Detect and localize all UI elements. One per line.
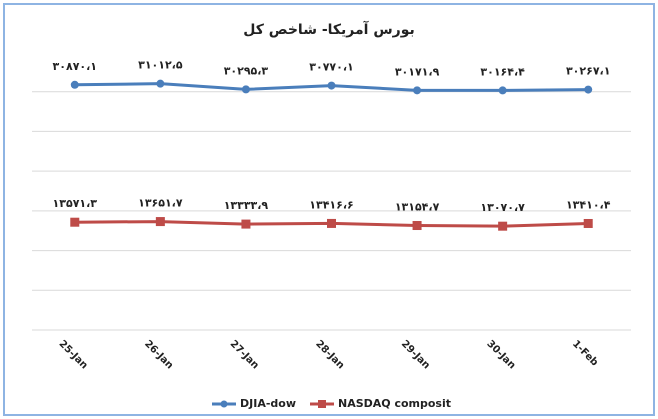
data-label: ۱۳۱۵۴،۷ (395, 201, 440, 214)
point (241, 85, 250, 94)
point (156, 79, 165, 88)
point (412, 221, 422, 231)
point (498, 221, 508, 231)
legend-marker (220, 400, 228, 408)
legend-label: DJIA-dow (240, 397, 296, 410)
data-label: ۱۳۴۱۶،۶ (309, 198, 353, 211)
data-label: ۱۳۰۷۰،۷ (480, 201, 525, 214)
data-label: ۳۰۲۶۷،۱ (566, 65, 610, 78)
data-label: ۳۰۱۶۴،۴ (480, 65, 525, 78)
point (327, 218, 336, 228)
data-label: ۳۰۷۷۰،۱ (309, 61, 353, 74)
data-label: ۳۰۸۷۰،۱ (53, 60, 97, 73)
point (155, 217, 165, 227)
chart-frame (3, 3, 655, 416)
data-label: ۱۳۵۷۱،۳ (53, 197, 98, 210)
point (498, 86, 507, 95)
chart-title: بورس آمریکا- شاخص کل (243, 20, 415, 38)
point (241, 219, 251, 229)
point (70, 80, 79, 89)
point (584, 85, 593, 94)
point (327, 81, 336, 90)
data-label: ۱۳۳۳۳،۹ (224, 199, 269, 212)
point (413, 86, 422, 95)
legend-marker (318, 400, 326, 408)
point (583, 218, 593, 228)
legend-label: NASDAQ composit (338, 397, 451, 410)
data-label: ۳۰۲۹۵،۳ (224, 64, 269, 77)
data-label: ۳۰۱۷۱،۹ (395, 65, 440, 78)
data-label: ۳۱۰۱۲،۵ (138, 59, 183, 72)
data-label: ۱۳۴۱۰،۴ (566, 198, 611, 211)
point (70, 217, 80, 227)
data-label: ۱۳۶۵۱،۷ (138, 197, 183, 210)
